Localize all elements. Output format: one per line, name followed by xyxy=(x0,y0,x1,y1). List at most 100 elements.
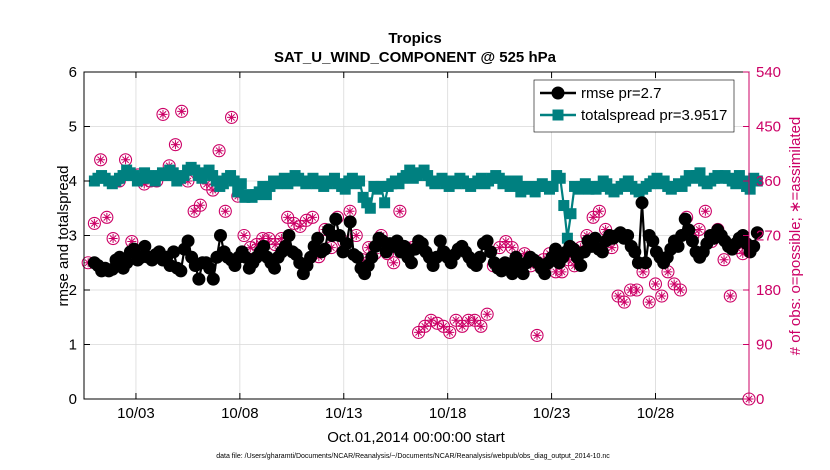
y-axis-label-right: # of obs: o=possible; ∗=assimilated xyxy=(787,117,804,356)
y-tick-label-right: 450 xyxy=(756,119,781,136)
rmse-marker xyxy=(304,250,318,264)
obs-assimilated-marker xyxy=(594,206,604,216)
obs-assimilated-marker xyxy=(264,234,274,244)
rmse-marker xyxy=(350,250,364,264)
obs-possible-marker xyxy=(87,216,101,230)
obs-possible-marker xyxy=(698,204,712,218)
obs-assimilated-marker xyxy=(644,297,654,307)
totalspread-marker xyxy=(354,175,366,187)
obs-possible-marker xyxy=(156,107,170,121)
rmse-marker xyxy=(685,234,699,248)
totalspread-marker xyxy=(257,180,269,192)
rmse-marker xyxy=(318,242,332,256)
rmse-marker xyxy=(329,212,343,226)
obs-assimilated-marker xyxy=(295,221,305,231)
totalspread-marker xyxy=(235,178,247,190)
obs-assimilated-marker xyxy=(607,243,617,253)
y-tick-label-right: 0 xyxy=(756,391,764,408)
totalspread-marker xyxy=(511,175,523,187)
rmse-marker xyxy=(167,245,181,259)
totalspread-marker xyxy=(561,232,573,244)
y-axis-label: rmse and totalspread xyxy=(55,166,72,307)
obs-possible-marker xyxy=(387,256,401,270)
x-tick-label: 10/23 xyxy=(533,405,571,422)
obs-assimilated-marker xyxy=(470,315,480,325)
obs-possible-marker xyxy=(648,277,663,291)
obs-assimilated-marker xyxy=(121,155,131,165)
obs-possible-marker xyxy=(723,289,737,303)
obs-assimilated-marker xyxy=(195,200,205,210)
rmse-marker xyxy=(174,264,188,278)
obs-assimilated-marker xyxy=(463,315,473,325)
obs-assimilated-marker xyxy=(251,240,261,250)
x-tick-label: 10/08 xyxy=(221,405,259,422)
obs-assimilated-marker xyxy=(351,231,361,240)
obs-possible-marker xyxy=(193,198,207,212)
obs-assimilated-marker xyxy=(482,309,492,319)
obs-assimilated-marker xyxy=(158,109,168,119)
rmse-marker xyxy=(509,250,523,264)
obs-assimilated-marker xyxy=(638,267,648,277)
legend-spread-label: totalspread pr=3.9517 xyxy=(581,107,727,124)
y-tick-label-right: 540 xyxy=(756,64,781,81)
obs-possible-marker xyxy=(224,110,239,124)
legend-rmse-label: rmse pr=2.7 xyxy=(581,85,661,102)
totalspread-marker xyxy=(364,202,376,214)
obs-assimilated-marker xyxy=(214,146,224,156)
obs-possible-marker xyxy=(175,104,189,118)
obs-assimilated-marker xyxy=(308,212,318,222)
obs-possible-marker xyxy=(617,295,631,309)
rmse-marker xyxy=(268,261,282,275)
rmse-marker xyxy=(628,245,642,259)
rmse-marker xyxy=(206,272,220,286)
totalspread-marker xyxy=(379,197,391,209)
obs-possible-marker xyxy=(673,283,687,297)
obs-possible-marker xyxy=(592,204,606,218)
obs-assimilated-marker xyxy=(283,212,293,222)
rmse-marker xyxy=(588,231,602,245)
obs-assimilated-marker xyxy=(364,243,374,253)
legend-box xyxy=(533,79,735,133)
obs-assimilated-marker xyxy=(208,185,218,195)
obs-assimilated-marker xyxy=(619,297,629,307)
y-tick-label: 4 xyxy=(69,173,77,190)
rmse-marker xyxy=(257,239,271,253)
obs-assimilated-marker xyxy=(669,279,679,289)
totalspread-marker xyxy=(694,167,706,179)
obs-assimilated-marker xyxy=(414,327,424,337)
obs-assimilated-marker xyxy=(663,267,673,277)
obs-assimilated-marker xyxy=(532,330,542,340)
rmse-marker xyxy=(433,234,447,248)
obs-assimilated-marker xyxy=(626,285,636,295)
obs-possible-marker xyxy=(94,153,108,167)
obs-assimilated-marker xyxy=(170,140,180,150)
legend-spread-marker xyxy=(552,109,564,121)
obs-assimilated-marker xyxy=(301,215,311,225)
rmse-marker xyxy=(340,237,354,251)
rmse-marker xyxy=(750,226,764,240)
obs-assimilated-marker xyxy=(476,321,486,331)
rmse-marker xyxy=(120,256,134,270)
obs-possible-marker xyxy=(480,307,494,321)
y-tick-label: 1 xyxy=(69,337,77,354)
obs-assimilated-marker xyxy=(632,285,642,295)
obs-assimilated-marker xyxy=(220,206,230,216)
rmse-marker xyxy=(365,250,379,264)
totalspread-marker xyxy=(751,175,763,187)
obs-assimilated-marker xyxy=(239,231,249,240)
obs-possible-marker xyxy=(237,228,251,243)
obs-possible-marker xyxy=(349,228,363,243)
x-axis-label: Oct.01,2014 00:00:00 start xyxy=(327,429,505,446)
obs-assimilated-marker xyxy=(551,267,561,277)
obs-possible-marker xyxy=(443,325,457,339)
obs-assimilated-marker xyxy=(227,112,237,122)
rmse-marker xyxy=(203,261,217,275)
obs-assimilated-marker xyxy=(326,243,336,253)
y-tick-label: 6 xyxy=(69,64,77,81)
rmse-marker xyxy=(595,245,609,259)
legend-rmse-marker xyxy=(551,86,565,100)
obs-assimilated-marker xyxy=(420,321,430,331)
obs-assimilated-marker xyxy=(432,318,442,328)
obs-assimilated-marker xyxy=(738,249,748,259)
